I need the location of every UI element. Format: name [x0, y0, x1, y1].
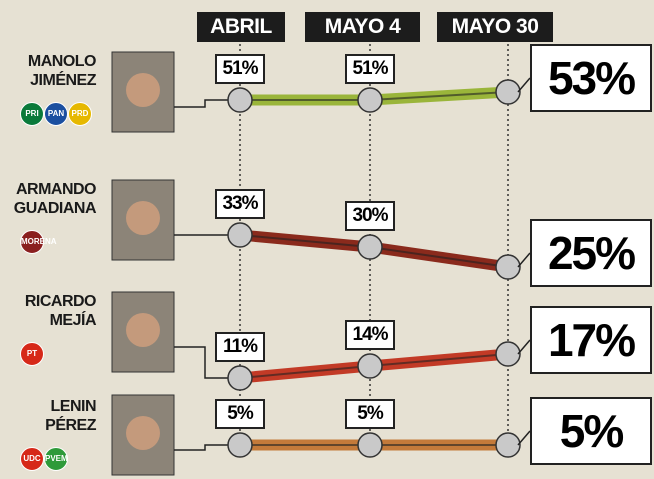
point — [358, 433, 382, 457]
column-header: MAYO 4 — [305, 12, 420, 42]
party-logo: MORENA — [20, 230, 44, 254]
point — [228, 366, 252, 390]
point — [496, 255, 520, 279]
photo-face — [126, 73, 160, 107]
point — [496, 433, 520, 457]
big-connector — [518, 431, 530, 445]
photo-face — [126, 201, 160, 235]
big-connector — [518, 78, 530, 92]
candidate-name: ARMANDO GUADIANA — [0, 180, 96, 218]
candidate-name: LENIN PÉREZ — [0, 397, 96, 435]
final-value: 25% — [530, 219, 652, 287]
point — [228, 88, 252, 112]
value-label: 11% — [215, 332, 265, 362]
party-logo: PRI — [20, 102, 44, 126]
party-logo: PAN — [44, 102, 68, 126]
point — [358, 354, 382, 378]
point — [358, 235, 382, 259]
column-header: MAYO 30 — [437, 12, 553, 42]
big-connector — [518, 253, 530, 267]
party-logo: PVEM — [44, 447, 68, 471]
photo-face — [126, 313, 160, 347]
column-header: ABRIL — [197, 12, 285, 42]
final-value: 53% — [530, 44, 652, 112]
value-label: 5% — [215, 399, 265, 429]
point — [496, 80, 520, 104]
party-logo: PRD — [68, 102, 92, 126]
candidate-name: MANOLO JIMÉNEZ — [0, 52, 96, 90]
value-label: 30% — [345, 201, 395, 231]
point — [228, 433, 252, 457]
party-logo: PT — [20, 342, 44, 366]
big-connector — [518, 340, 530, 354]
final-value: 5% — [530, 397, 652, 465]
value-label: 14% — [345, 320, 395, 350]
point — [358, 88, 382, 112]
final-value: 17% — [530, 306, 652, 374]
candidate-name: RICARDO MEJÍA — [0, 292, 96, 330]
value-label: 51% — [345, 54, 395, 84]
value-label: 5% — [345, 399, 395, 429]
party-logo: UDC — [20, 447, 44, 471]
point — [228, 223, 252, 247]
value-label: 51% — [215, 54, 265, 84]
infographic: ABRIL MAYO 4 MAYO 30 MANOLO JIMÉNEZ PRIPANPR… — [0, 0, 654, 479]
value-label: 33% — [215, 189, 265, 219]
point — [496, 342, 520, 366]
photo-face — [126, 416, 160, 450]
